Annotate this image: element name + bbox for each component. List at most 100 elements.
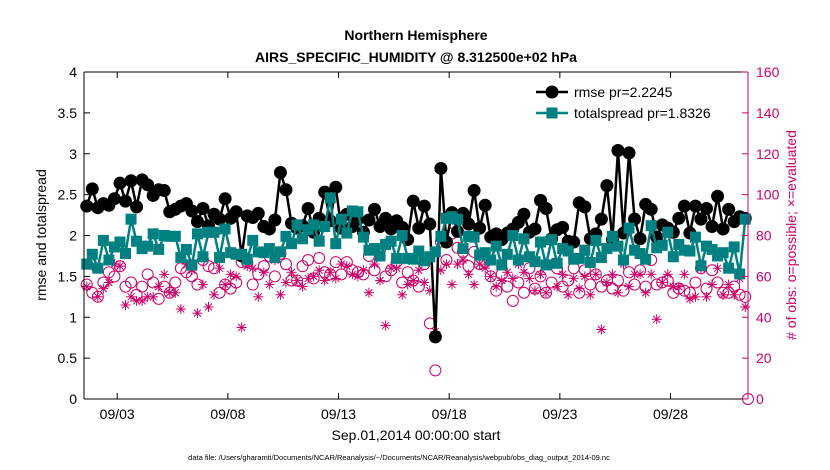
obs-evaluated-point bbox=[596, 324, 607, 335]
rmse-point bbox=[688, 199, 702, 213]
obs-evaluated-point bbox=[607, 269, 618, 280]
y-tick-label-right: 80 bbox=[756, 228, 772, 244]
totalspread-point bbox=[164, 230, 176, 242]
rmse-point bbox=[556, 220, 570, 234]
obs-possible-point bbox=[401, 266, 414, 279]
totalspread-point bbox=[551, 257, 563, 269]
rmse-point bbox=[694, 212, 708, 226]
totalspread-point bbox=[324, 192, 336, 204]
totalspread-point bbox=[374, 250, 386, 262]
obs-possible-point bbox=[429, 364, 442, 377]
obs-evaluated-point bbox=[646, 269, 657, 280]
obs-possible-point bbox=[279, 258, 292, 271]
totalspread-point bbox=[131, 235, 143, 247]
totalspread-point bbox=[446, 211, 458, 223]
obs-evaluated-point bbox=[673, 281, 684, 292]
totalspread-point bbox=[590, 234, 602, 246]
rmse-point bbox=[462, 217, 476, 231]
obs-evaluated-point bbox=[590, 269, 601, 280]
totalspread-point bbox=[180, 243, 192, 255]
totalspread-point bbox=[236, 248, 248, 260]
obs-evaluated-point bbox=[612, 287, 623, 298]
x-tick-label: 09/08 bbox=[210, 406, 245, 422]
obs-evaluated-point bbox=[220, 279, 231, 290]
obs-possible-point bbox=[689, 276, 702, 289]
totalspread-point bbox=[562, 245, 574, 257]
footnote: data file: /Users/gharamti/Documents/NCA… bbox=[188, 453, 610, 462]
y-tick-label-right: 140 bbox=[756, 105, 780, 121]
obs-evaluated-point bbox=[690, 291, 701, 302]
obs-possible-point bbox=[611, 274, 624, 287]
obs-possible-point bbox=[506, 294, 519, 307]
rmse-point bbox=[185, 204, 199, 218]
totalspread-point bbox=[684, 245, 696, 257]
y-tick-label-left: 0 bbox=[69, 391, 77, 407]
obs-evaluated-point bbox=[585, 289, 596, 300]
totalspread-point bbox=[546, 234, 558, 246]
totalspread-point bbox=[352, 206, 364, 218]
rmse-point bbox=[478, 198, 492, 212]
totalspread-point bbox=[297, 233, 309, 245]
obs-evaluated-point bbox=[341, 261, 352, 272]
rmse-point bbox=[672, 211, 686, 225]
totalspread-point bbox=[263, 243, 275, 255]
rmse-point bbox=[467, 184, 481, 198]
obs-evaluated-point bbox=[280, 277, 291, 288]
obs-evaluated-point bbox=[668, 281, 679, 292]
totalspread-point bbox=[529, 256, 541, 268]
totalspread-point bbox=[606, 230, 618, 242]
totalspread-point bbox=[723, 262, 735, 274]
obs-evaluated-point bbox=[408, 275, 419, 286]
totalspread-point bbox=[557, 243, 569, 255]
rmse-point bbox=[301, 202, 315, 216]
obs-evaluated-point bbox=[92, 291, 103, 302]
y-tick-label-left: 4 bbox=[69, 64, 77, 80]
totalspread-point bbox=[86, 248, 98, 260]
totalspread-point bbox=[440, 212, 452, 224]
rmse-point bbox=[85, 182, 99, 196]
totalspread-point bbox=[280, 230, 292, 242]
x-tick-label: 09/23 bbox=[542, 406, 577, 422]
legend-rmse-marker bbox=[545, 85, 559, 99]
y-tick-label-right: 0 bbox=[756, 391, 764, 407]
totalspread-point bbox=[424, 251, 436, 263]
rmse-point bbox=[428, 330, 442, 344]
obs-evaluated-point bbox=[529, 285, 540, 296]
rmse-point bbox=[594, 212, 608, 226]
totalspread-point bbox=[535, 236, 546, 248]
obs-evaluated-point bbox=[662, 269, 673, 280]
totalspread-point bbox=[363, 244, 375, 256]
obs-evaluated-point bbox=[579, 271, 590, 282]
totalspread-point bbox=[142, 240, 154, 252]
obs-evaluated-point bbox=[740, 302, 751, 313]
totalspread-point bbox=[208, 226, 220, 238]
rmse-point bbox=[517, 207, 531, 221]
totalspread-point bbox=[81, 258, 93, 270]
obs-possible-point bbox=[291, 274, 304, 287]
obs-evaluated-point bbox=[192, 308, 203, 319]
x-tick-label: 09/18 bbox=[432, 406, 467, 422]
rmse-point bbox=[611, 143, 625, 157]
obs-possible-point bbox=[246, 278, 259, 291]
y-tick-label-right: 100 bbox=[756, 187, 780, 203]
totalspread-point bbox=[413, 245, 425, 257]
totalspread-point bbox=[335, 213, 347, 225]
obs-evaluated-point bbox=[574, 283, 585, 294]
totalspread-point bbox=[186, 259, 198, 271]
rmse-point bbox=[196, 202, 210, 216]
rmse-point bbox=[705, 220, 719, 234]
rmse-point bbox=[722, 202, 736, 216]
rmse-point bbox=[229, 205, 243, 219]
legend-box bbox=[530, 80, 742, 126]
rmse-point bbox=[279, 183, 293, 197]
obs-evaluated-point bbox=[446, 279, 457, 290]
legend-rmse-label: rmse pr=2.2245 bbox=[574, 84, 673, 100]
obs-evaluated-point bbox=[707, 279, 718, 290]
obs-evaluated-point bbox=[358, 265, 369, 276]
totalspread-point bbox=[452, 213, 463, 225]
rmse-point bbox=[567, 235, 581, 249]
totalspread-point bbox=[203, 226, 214, 238]
rmse-point bbox=[119, 194, 132, 208]
rmse-point bbox=[362, 213, 376, 227]
obs-possible-point bbox=[540, 286, 553, 299]
